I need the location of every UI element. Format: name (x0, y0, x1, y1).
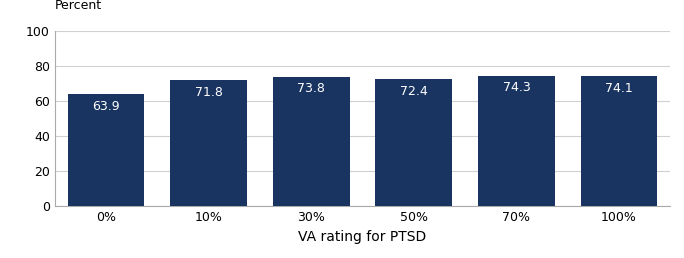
Bar (170, 80, 247, 206)
Text: 63.9: 63.9 (92, 100, 120, 112)
Bar (273, 77, 350, 206)
X-axis label: VA rating for PTSD: VA rating for PTSD (298, 230, 427, 244)
Bar (478, 76, 555, 206)
Text: 72.4: 72.4 (400, 85, 428, 98)
Text: 71.8: 71.8 (195, 86, 222, 99)
Text: 74.1: 74.1 (605, 82, 633, 95)
Bar (581, 76, 657, 206)
Bar (376, 79, 452, 206)
Bar (68, 94, 144, 206)
Text: 74.3: 74.3 (503, 81, 530, 94)
Text: 73.8: 73.8 (298, 82, 325, 95)
Text: Percent: Percent (55, 0, 102, 12)
